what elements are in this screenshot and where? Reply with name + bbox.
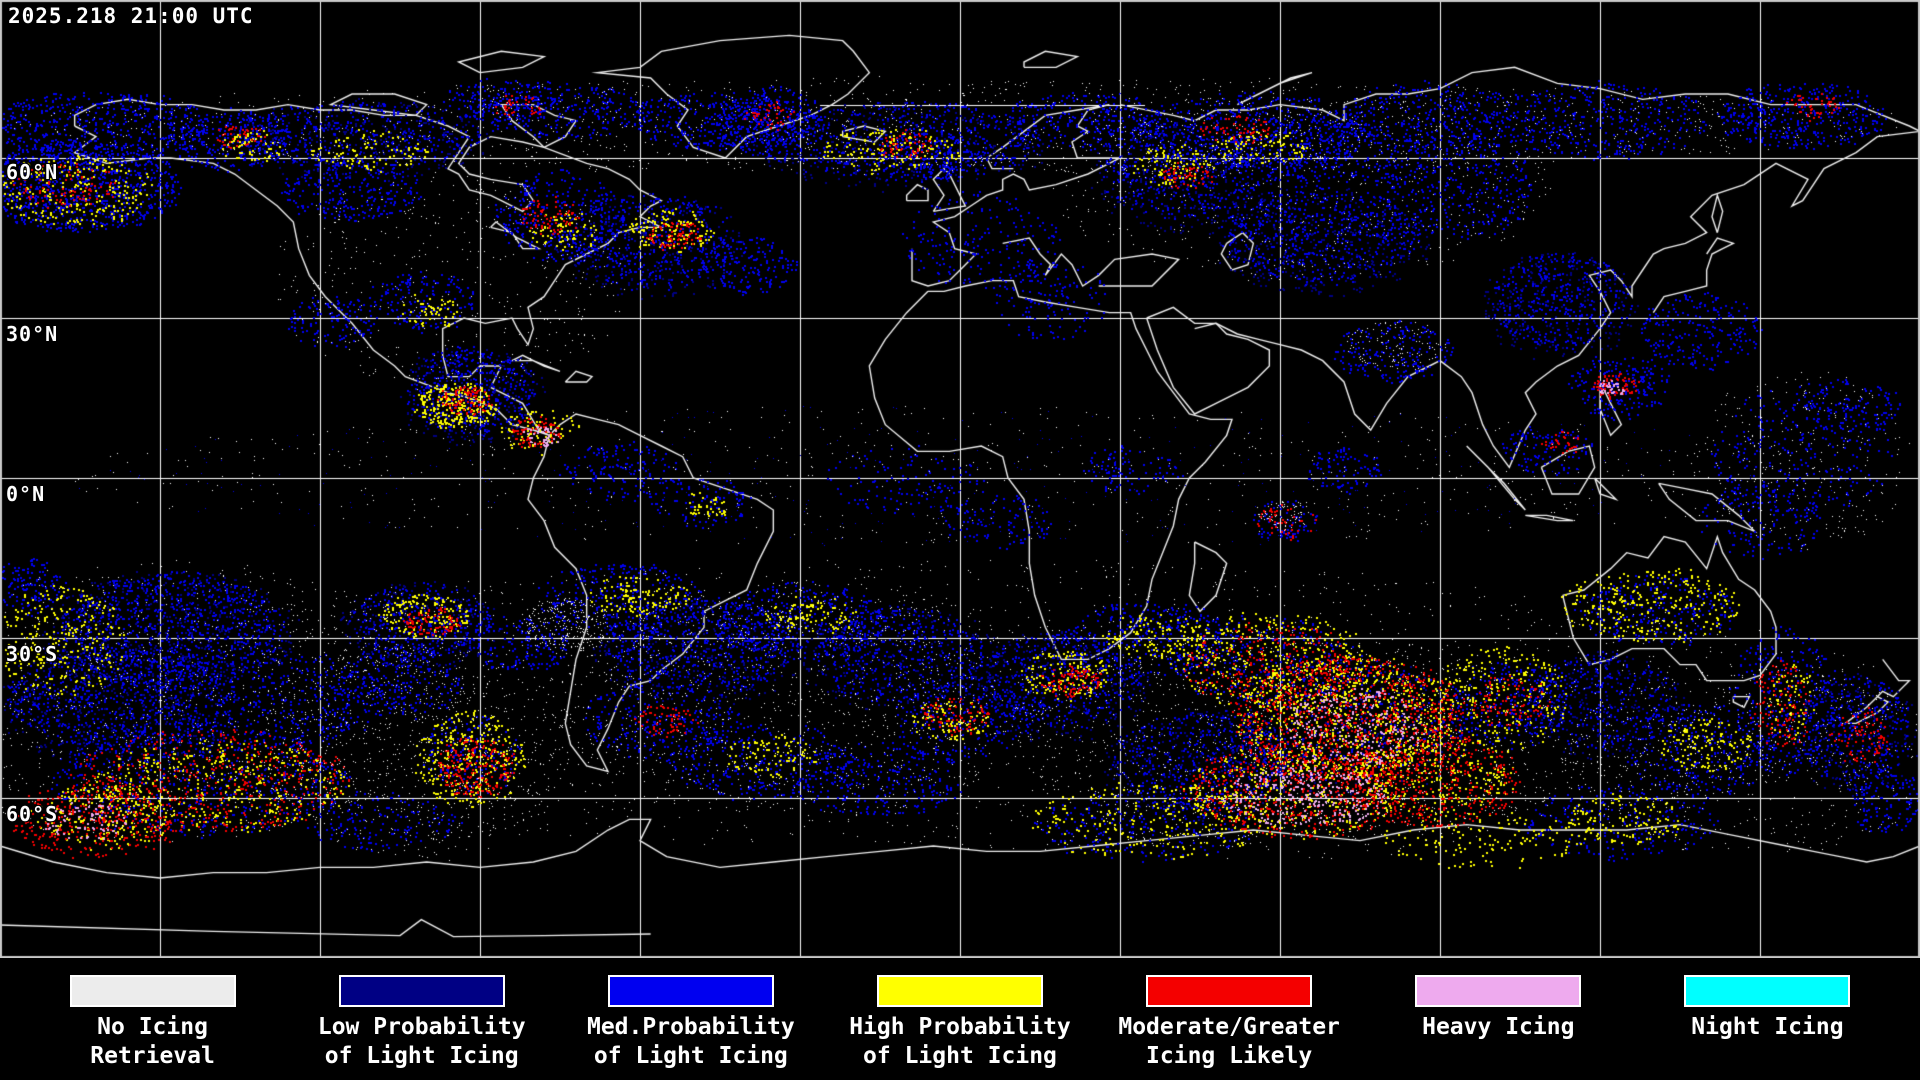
latitude-label: 60°S: [6, 802, 59, 826]
legend-label: Moderate/Greater Icing Likely: [1118, 1014, 1340, 1069]
legend-item: Low Probability of Light Icing: [287, 958, 556, 1071]
latitude-label: 0°N: [6, 482, 46, 506]
legend-color-swatch: [607, 975, 774, 1007]
latitude-label: 30°N: [6, 322, 59, 346]
legend-color-swatch: [1415, 975, 1582, 1007]
legend-label: Night Icing: [1691, 1014, 1844, 1040]
legend-label: Med.Probability of Light Icing: [586, 1014, 795, 1069]
world-icing-map: 2025.218 21:00 UTC 60°N 30°N 0°N 30°S 60°S: [0, 0, 1920, 958]
legend-item: Moderate/Greater Icing Likely: [1095, 958, 1364, 1071]
latitude-label: 30°S: [6, 642, 59, 666]
legend-item: Med.Probability of Light Icing: [556, 958, 825, 1071]
legend-color-swatch: [1146, 975, 1313, 1007]
legend-item: Night Icing: [1633, 958, 1902, 1042]
legend-color-swatch: [69, 975, 236, 1007]
latitude-label: 60°N: [6, 160, 59, 184]
legend-item: No Icing Retrieval: [18, 958, 287, 1071]
timestamp-label: 2025.218 21:00 UTC: [8, 4, 254, 28]
legend-label: No Icing Retrieval: [90, 1014, 215, 1069]
legend-label: Low Probability of Light Icing: [317, 1014, 526, 1069]
icing-map-canvas: [0, 0, 1920, 958]
legend-bar: No Icing Retrieval Low Probability of Lig…: [0, 958, 1920, 1080]
legend-color-swatch: [876, 975, 1043, 1007]
legend-color-swatch: [338, 975, 505, 1007]
legend-label: High Probability of Light Icing: [849, 1014, 1071, 1069]
legend-item: High Probability of Light Icing: [825, 958, 1094, 1071]
legend-label: Heavy Icing: [1422, 1014, 1575, 1040]
legend-color-swatch: [1684, 975, 1851, 1007]
legend-item: Heavy Icing: [1364, 958, 1633, 1042]
